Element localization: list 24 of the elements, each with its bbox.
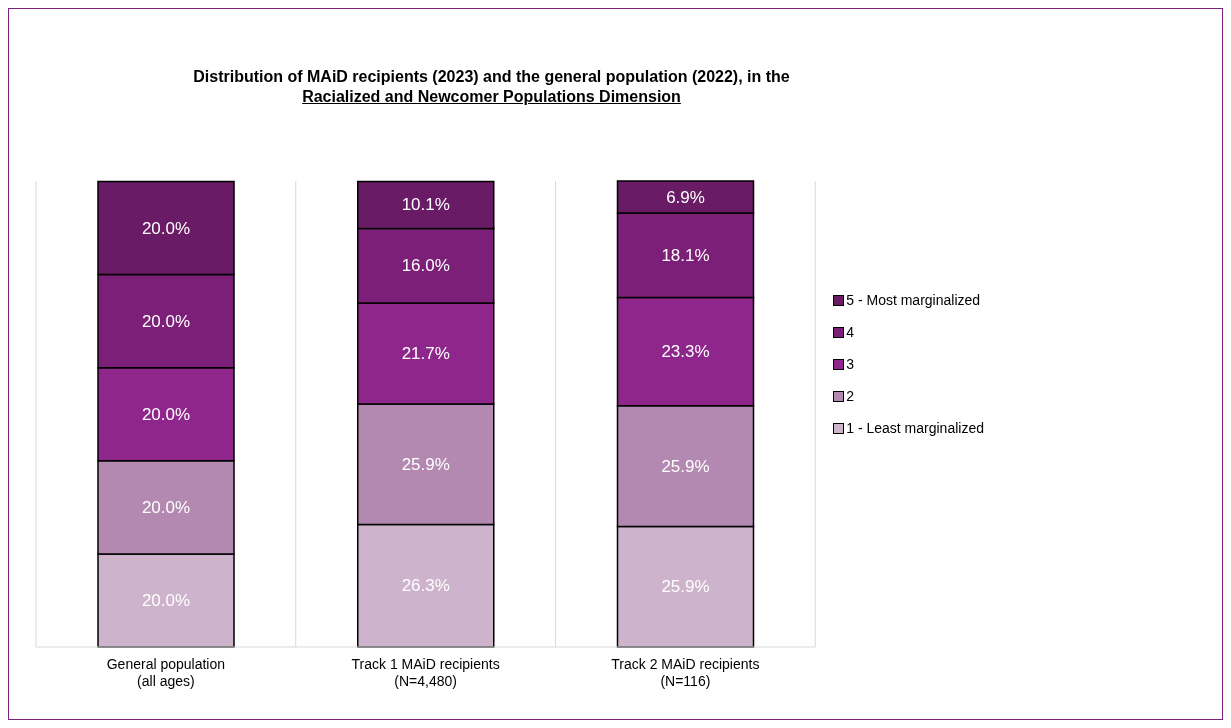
data-label: 20.0% — [141, 311, 191, 331]
data-label: 25.9% — [661, 456, 710, 476]
x-tick-label: Track 1 MAiD recipients (N=4,480) — [351, 656, 500, 689]
data-label: 25.9% — [661, 577, 710, 597]
data-label: 16.0% — [401, 256, 450, 276]
data-label: 23.3% — [661, 342, 710, 362]
data-label: 18.1% — [661, 245, 710, 265]
x-tick-label: Track 2 MAiD recipients (N=116) — [611, 656, 760, 689]
legend-label: 3 — [846, 356, 855, 372]
data-label: 20.0% — [141, 404, 191, 424]
data-label: 20.0% — [141, 218, 191, 238]
legend-label: 4 — [846, 324, 855, 340]
legend-label: 2 — [846, 388, 855, 404]
chart-title: Distribution of MAiD recipients (2023) and the general population (2022), in the Racialized and Newcomer Populations Dimension — [192, 67, 791, 107]
data-label: 21.7% — [401, 343, 450, 363]
data-label: 6.9% — [666, 187, 705, 207]
data-label: 25.9% — [401, 454, 450, 474]
legend-label: 1 - Least marginalized — [846, 420, 984, 436]
data-label: 10.1% — [401, 195, 450, 215]
x-tick-label: General population (all ages) — [106, 656, 226, 689]
legend-label: 5 - Most marginalized — [846, 292, 981, 308]
data-label: 20.0% — [141, 590, 191, 610]
data-label: 20.0% — [141, 497, 191, 517]
data-label: 26.3% — [401, 576, 450, 596]
